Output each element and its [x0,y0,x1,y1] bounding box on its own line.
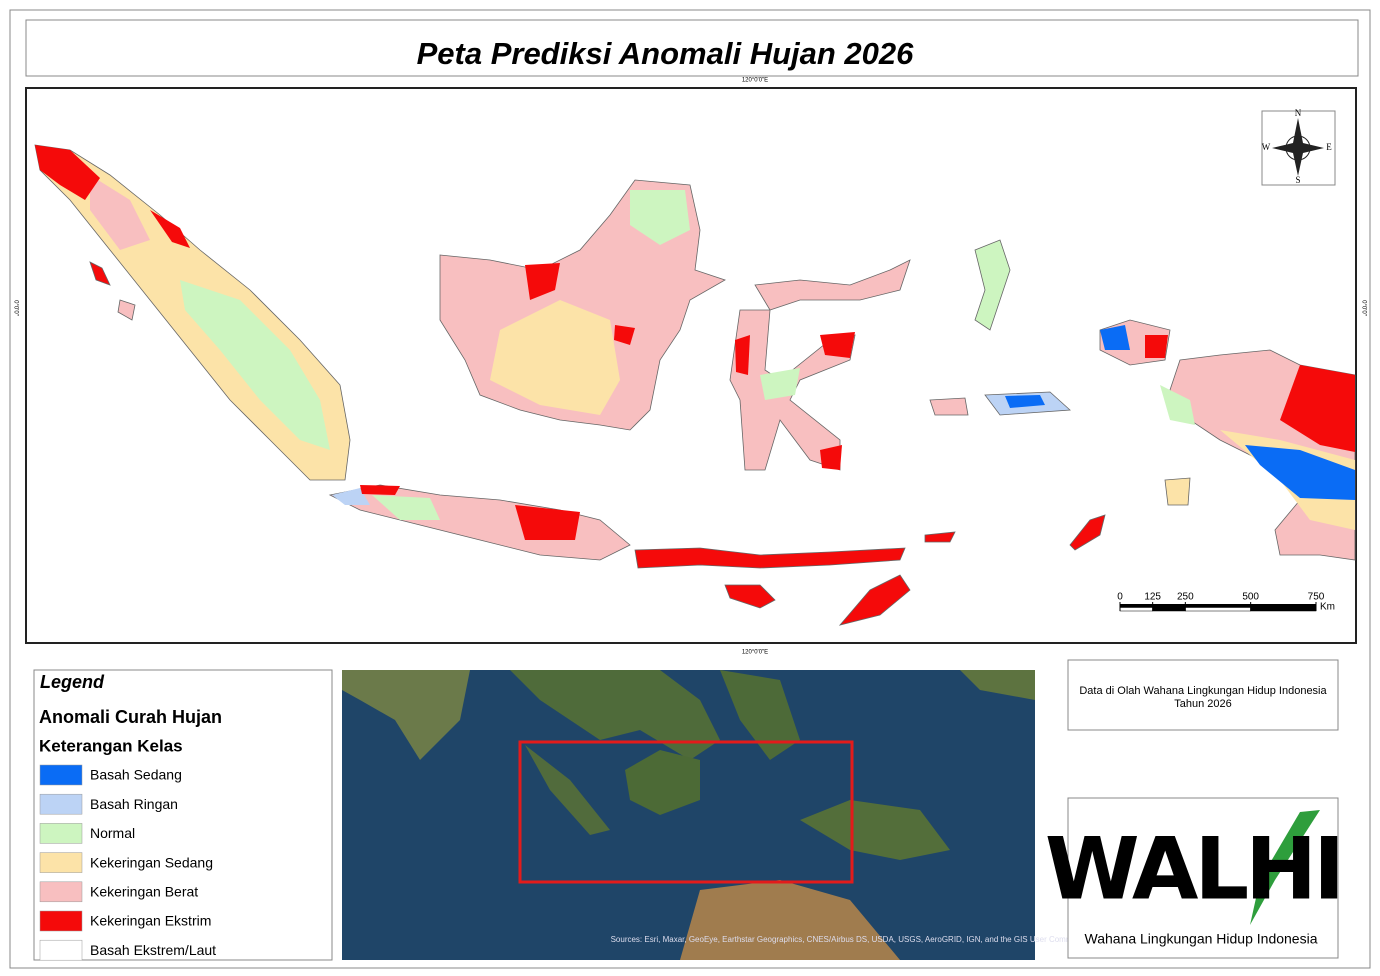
graticule-label: 0°0'0" [12,300,18,316]
scale-segment [1152,607,1186,612]
legend-label: Normal [90,825,135,841]
island [838,574,911,626]
island [929,397,969,416]
legend-swatch [39,764,83,786]
scale-label: 125 [1144,592,1161,603]
graticule-label: 120°0'0"E [742,78,768,84]
rain-zone [820,445,842,470]
logo-caption: Wahana Lingkungan Hidup Indonesia [1085,931,1318,947]
legend-swatch [39,852,83,873]
scale-label: 750 [1308,592,1325,603]
rain-zone [760,368,800,400]
inset-map: Sources: Esri, Maxar, GeoEye, Earthstar … [342,670,1089,960]
legend-items: Basah Sedang Basah Ringan Normal Kekeringan… [39,764,216,961]
scale-segment [1120,604,1153,608]
island [634,547,906,569]
compass-label: W [1262,142,1271,152]
rain-zone [372,495,440,520]
legend-label: Kekeringan Berat [90,884,198,900]
scale-segment [1185,604,1251,608]
scale-segment [1250,607,1317,612]
island [1164,477,1191,506]
rain-zone [525,263,560,300]
rain-zone [90,175,150,250]
island [117,299,136,321]
rain-zone [150,210,190,248]
compass-label: N [1295,108,1302,118]
map-title: Peta Prediksi Anomali Hujan 2026 [417,36,915,71]
rain-zone [360,485,400,495]
rain-zone [515,505,580,540]
rain-zone [1280,365,1355,452]
legend-swatch [39,793,83,815]
legend-label: Basah Sedang [90,767,182,783]
rain-zone [614,325,635,345]
scale-label: 500 [1242,592,1259,603]
legend-swatch [39,881,83,903]
rain-zone [35,145,100,200]
legend-label: Basah Ringan [90,796,178,812]
island [924,531,956,543]
scale-segment [1250,604,1316,608]
rain-zone [1145,335,1168,358]
legend-label: Basah Ekstrem/Laut [90,942,216,958]
logo-text: WALHI [1045,819,1341,919]
island [974,239,1011,331]
attribution: Sources: Esri, Maxar, GeoEye, Earthstar … [611,935,1090,944]
scale-label: 250 [1177,592,1194,603]
legend-label: Kekeringan Ekstrim [90,913,211,929]
legend-title: Anomali Curah Hujan [39,707,222,727]
scale-segment [1152,604,1186,608]
extent-box [518,740,854,884]
scale-unit: Km [1320,602,1335,613]
rain-zone [735,335,750,375]
compass-label: E [1326,142,1332,152]
island [724,584,776,609]
rain-zone [180,280,330,450]
legend-swatch [39,823,83,844]
legend-swatch [39,910,83,932]
north-arrow: N S W E [1261,108,1336,186]
rain-zone [1005,395,1045,408]
credit-text: Data di Olah Wahana Lingkungan Hidup Ind… [1079,685,1327,697]
island [89,261,111,286]
rain-zone [1100,325,1130,350]
title-box [25,19,1359,77]
rain-zone [332,488,370,505]
rain-zone [820,332,855,358]
legend-swatch [39,939,83,961]
credit-text: Tahun 2026 [1174,698,1232,710]
compass-label: S [1295,175,1300,185]
island [754,259,911,311]
legend-box [33,669,333,961]
rain-zone [1160,385,1195,425]
credit-box [1067,659,1339,731]
rain-zone [1245,445,1355,500]
main-map: 120°0'0"E 120°0'0"E 0°0'0" 0°0'0" [12,78,1366,656]
scale-segment [1119,607,1153,612]
island [1069,514,1106,551]
rain-zone [490,300,620,415]
legend-heading: Legend [40,672,105,692]
graticule-label: 0°0'0" [1360,300,1366,316]
graticule-label: 120°0'0"E [742,650,768,656]
legend-subtitle: Keterangan Kelas [39,736,183,755]
scale-label: 0 [1117,592,1123,603]
scale-segment [1185,607,1251,612]
rain-zone [630,190,690,245]
legend-label: Kekeringan Sedang [90,854,213,870]
